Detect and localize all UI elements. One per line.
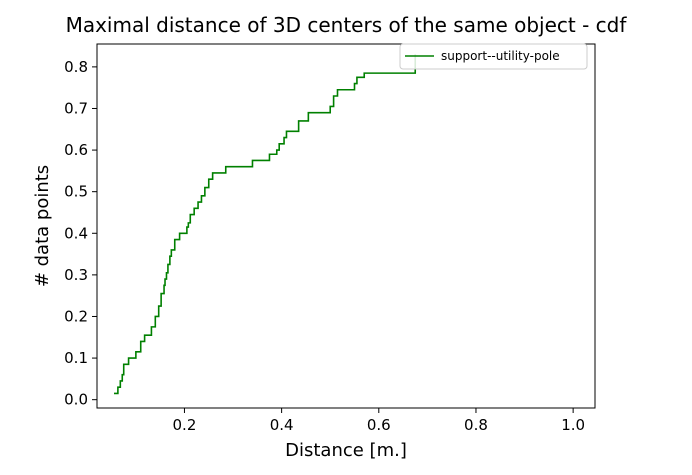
- plot-area-frame: [96, 43, 596, 409]
- y-axis-label: # data points: [32, 165, 53, 287]
- x-tick-label: 1.0: [561, 416, 585, 434]
- y-tick-label: 0.3: [64, 266, 88, 284]
- y-tick-label: 0.7: [64, 99, 88, 117]
- y-tick-label: 0.5: [64, 183, 88, 201]
- legend: support--utility-pole: [399, 43, 588, 70]
- y-tick-label: 0.0: [64, 391, 88, 409]
- y-axis-ticks: 0.0 0.1 0.2 0.3 0.4 0.5 0.6 0.7 0.8: [64, 58, 97, 409]
- x-tick-label: 0.4: [270, 416, 294, 434]
- y-tick-label: 0.1: [64, 349, 88, 367]
- y-tick-label: 0.6: [64, 141, 88, 159]
- y-tick-label: 0.2: [64, 307, 88, 325]
- y-tick-label: 0.8: [64, 58, 88, 76]
- chart-title: Maximal distance of 3D centers of the sa…: [66, 13, 628, 37]
- series-layer: [114, 54, 417, 395]
- legend-label-support-utility-pole: support--utility-pole: [441, 49, 560, 63]
- legend-box: [399, 43, 588, 70]
- x-tick-label: 0.6: [367, 416, 391, 434]
- x-axis-label: Distance [m.]: [285, 440, 407, 461]
- x-axis-ticks: 0.2 0.4 0.6 0.8 1.0: [173, 408, 585, 434]
- series-line-0: [114, 54, 417, 395]
- y-tick-label: 0.4: [64, 224, 88, 242]
- x-tick-label: 0.2: [173, 416, 197, 434]
- x-tick-label: 0.8: [464, 416, 488, 434]
